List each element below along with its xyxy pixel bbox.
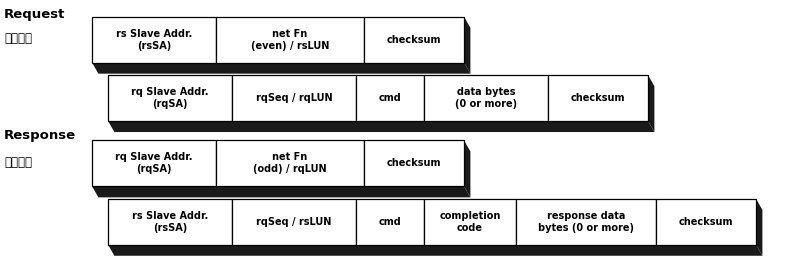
Text: rs Slave Addr.
(rsSA): rs Slave Addr. (rsSA)	[116, 29, 192, 51]
FancyBboxPatch shape	[516, 199, 656, 245]
Text: checksum: checksum	[678, 217, 734, 227]
FancyBboxPatch shape	[232, 199, 356, 245]
Text: （应答）: （应答）	[4, 156, 32, 169]
FancyBboxPatch shape	[548, 75, 648, 121]
Polygon shape	[464, 17, 470, 74]
Text: completion
code: completion code	[439, 211, 501, 233]
FancyBboxPatch shape	[424, 199, 516, 245]
Text: cmd: cmd	[378, 93, 402, 103]
Polygon shape	[464, 140, 470, 197]
Text: net Fn
(even) / rsLUN: net Fn (even) / rsLUN	[251, 29, 329, 51]
Polygon shape	[108, 121, 654, 132]
FancyBboxPatch shape	[108, 75, 232, 121]
Text: （请求）: （请求）	[4, 32, 32, 45]
Text: net Fn
(odd) / rqLUN: net Fn (odd) / rqLUN	[253, 152, 327, 174]
Polygon shape	[648, 75, 654, 132]
FancyBboxPatch shape	[356, 75, 424, 121]
Text: response data
bytes (0 or more): response data bytes (0 or more)	[538, 211, 634, 233]
FancyBboxPatch shape	[216, 140, 364, 186]
FancyBboxPatch shape	[92, 140, 216, 186]
FancyBboxPatch shape	[216, 17, 364, 63]
FancyBboxPatch shape	[356, 199, 424, 245]
Text: data bytes
(0 or more): data bytes (0 or more)	[455, 87, 517, 109]
Text: checksum: checksum	[386, 35, 442, 44]
FancyBboxPatch shape	[364, 140, 464, 186]
Text: rs Slave Addr.
(rsSA): rs Slave Addr. (rsSA)	[132, 211, 208, 233]
Text: rq Slave Addr.
(rqSA): rq Slave Addr. (rqSA)	[115, 152, 193, 174]
Polygon shape	[92, 186, 470, 197]
Text: rqSeq / rqLUN: rqSeq / rqLUN	[256, 93, 332, 103]
FancyBboxPatch shape	[364, 17, 464, 63]
Text: Request: Request	[4, 8, 66, 21]
FancyBboxPatch shape	[92, 17, 216, 63]
FancyBboxPatch shape	[108, 199, 232, 245]
FancyBboxPatch shape	[232, 75, 356, 121]
Text: checksum: checksum	[386, 158, 442, 168]
Polygon shape	[92, 63, 470, 74]
Polygon shape	[108, 245, 762, 256]
Text: Response: Response	[4, 129, 76, 142]
Text: rqSeq / rsLUN: rqSeq / rsLUN	[256, 217, 332, 227]
Polygon shape	[756, 199, 762, 256]
Text: checksum: checksum	[570, 93, 626, 103]
Text: rq Slave Addr.
(rqSA): rq Slave Addr. (rqSA)	[131, 87, 209, 109]
FancyBboxPatch shape	[656, 199, 756, 245]
FancyBboxPatch shape	[424, 75, 548, 121]
Text: cmd: cmd	[378, 217, 402, 227]
